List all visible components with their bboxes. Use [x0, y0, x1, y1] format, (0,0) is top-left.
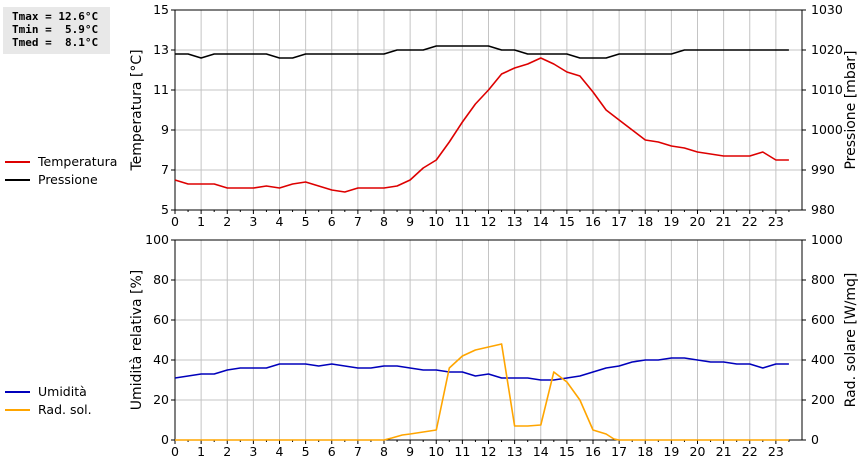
y-tick-label: 7 — [161, 162, 169, 177]
x-tick-label: 5 — [302, 444, 310, 459]
x-tick-label: 20 — [690, 214, 706, 229]
x-tick-label: 22 — [742, 444, 758, 459]
y2-tick-label: 1020 — [811, 42, 843, 57]
x-tick-label: 15 — [559, 444, 575, 459]
series-line — [175, 45, 789, 59]
x-tick-label: 14 — [533, 214, 549, 229]
y-tick-label: 15 — [153, 2, 169, 17]
x-tick-label: 1 — [197, 444, 205, 459]
x-tick-label: 3 — [249, 214, 257, 229]
x-tick-label: 8 — [380, 444, 388, 459]
x-tick-label: 14 — [533, 444, 549, 459]
series-line — [174, 357, 789, 381]
x-tick-label: 4 — [276, 444, 284, 459]
y2-tick-label: 980 — [811, 202, 835, 217]
legend-label: Rad. sol. — [38, 402, 92, 417]
x-tick-label: 0 — [171, 214, 179, 229]
x-tick-label: 23 — [768, 444, 784, 459]
x-tick-label: 11 — [454, 444, 470, 459]
x-tick-label: 3 — [249, 444, 257, 459]
tmin-text: Tmin = 5.9°C — [12, 23, 99, 36]
y-tick-label: 5 — [161, 202, 169, 217]
y2-tick-label: 800 — [811, 272, 835, 287]
y-tick-label: 60 — [153, 312, 169, 327]
x-tick-label: 12 — [481, 444, 497, 459]
y-tick-label: 11 — [153, 82, 169, 97]
x-tick-label: 1 — [197, 214, 205, 229]
y-tick-label: 40 — [153, 352, 169, 367]
x-tick-label: 19 — [663, 444, 679, 459]
x-tick-label: 17 — [611, 214, 627, 229]
legend-label: Umidità — [38, 384, 87, 399]
x-tick-label: 21 — [716, 214, 732, 229]
x-tick-label: 19 — [663, 214, 679, 229]
y-tick-label: 100 — [145, 232, 169, 247]
y2-tick-label: 990 — [811, 162, 835, 177]
x-tick-label: 18 — [637, 214, 653, 229]
x-tick-label: 23 — [768, 214, 784, 229]
x-tick-label: 11 — [454, 214, 470, 229]
legend-label: Pressione — [38, 172, 98, 187]
x-tick-label: 22 — [742, 214, 758, 229]
y2-tick-label: 600 — [811, 312, 835, 327]
x-tick-label: 10 — [428, 214, 444, 229]
x-tick-label: 8 — [380, 214, 388, 229]
y2-tick-label: 0 — [811, 432, 819, 447]
y-tick-label: 20 — [153, 392, 169, 407]
x-tick-label: 10 — [428, 444, 444, 459]
x-tick-label: 17 — [611, 444, 627, 459]
x-tick-label: 6 — [328, 444, 336, 459]
x-tick-label: 12 — [481, 214, 497, 229]
y2-tick-label: 1010 — [811, 82, 843, 97]
x-tick-label: 21 — [716, 444, 732, 459]
x-tick-label: 16 — [585, 444, 601, 459]
x-tick-label: 16 — [585, 214, 601, 229]
x-tick-label: 5 — [302, 214, 310, 229]
x-tick-label: 15 — [559, 214, 575, 229]
x-tick-label: 0 — [171, 444, 179, 459]
series-line — [174, 57, 789, 193]
y-tick-label: 80 — [153, 272, 169, 287]
y2-tick-label: 400 — [811, 352, 835, 367]
x-tick-label: 7 — [354, 444, 362, 459]
y-tick-label: 9 — [161, 122, 169, 137]
tmed-text: Tmed = 8.1°C — [12, 36, 99, 49]
x-tick-label: 6 — [328, 214, 336, 229]
x-tick-label: 2 — [223, 214, 231, 229]
x-tick-label: 20 — [690, 444, 706, 459]
x-tick-label: 2 — [223, 444, 231, 459]
y-axis-label: Umidità relativa [%] — [129, 270, 145, 411]
stats-box: Tmax = 12.6°C Tmin = 5.9°C Tmed = 8.1°C — [3, 7, 110, 54]
y2-tick-label: 1000 — [811, 232, 843, 247]
y-tick-label: 13 — [153, 42, 169, 57]
y2-axis-label: Rad. solare [W/mq] — [843, 273, 859, 408]
x-tick-label: 18 — [637, 444, 653, 459]
x-tick-label: 7 — [354, 214, 362, 229]
x-tick-label: 9 — [406, 214, 414, 229]
y2-axis-label: Pressione [mbar] — [843, 50, 859, 169]
y2-tick-label: 200 — [811, 392, 835, 407]
tmax-text: Tmax = 12.6°C — [12, 10, 99, 23]
legend-label: Temperatura — [37, 154, 117, 169]
plot-frame — [174, 9, 803, 211]
y-tick-label: 0 — [161, 432, 169, 447]
plot-frame — [174, 239, 803, 441]
y-axis-label: Temperatura [°C] — [129, 49, 145, 171]
y2-tick-label: 1030 — [811, 2, 843, 17]
series-line — [175, 343, 789, 441]
y2-tick-label: 1000 — [811, 122, 843, 137]
x-tick-label: 9 — [406, 444, 414, 459]
x-tick-label: 13 — [507, 444, 523, 459]
x-tick-label: 13 — [507, 214, 523, 229]
x-tick-label: 4 — [276, 214, 284, 229]
